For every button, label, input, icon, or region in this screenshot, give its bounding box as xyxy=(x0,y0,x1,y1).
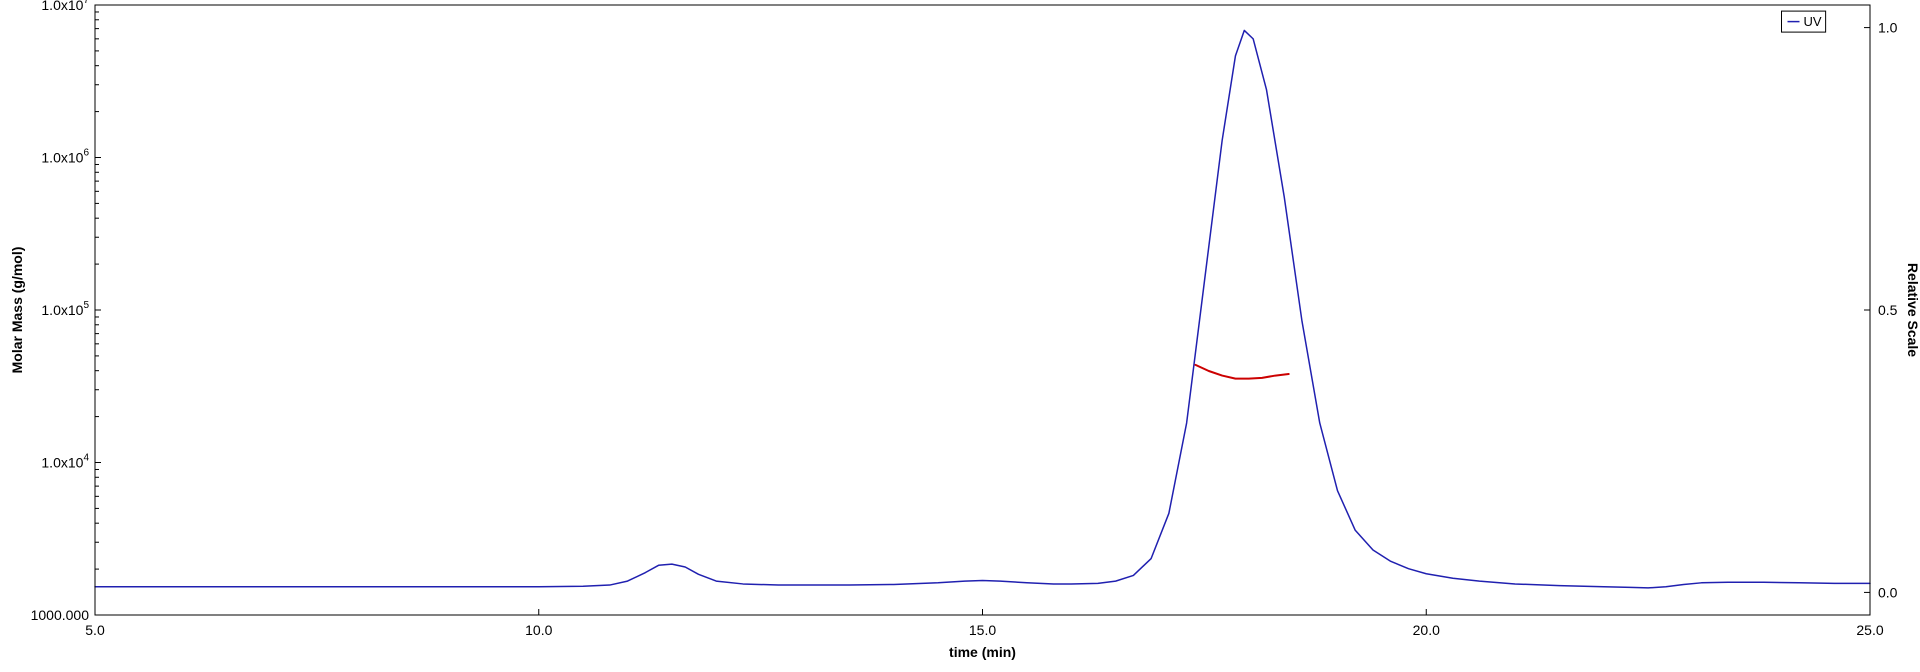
svg-text:1.0x107: 1.0x107 xyxy=(41,0,89,13)
svg-text:1.0x105: 1.0x105 xyxy=(41,300,89,318)
y-left-tick-label: 1.0x107 xyxy=(41,0,89,13)
x-tick-label: 25.0 xyxy=(1856,622,1883,638)
x-axis-label: time (min) xyxy=(949,644,1016,660)
legend: UV xyxy=(1782,11,1826,32)
y-left-tick-label: 1000.000 xyxy=(31,607,90,623)
y-right-tick-label: 0.0 xyxy=(1878,584,1898,600)
svg-text:1000.000: 1000.000 xyxy=(31,607,90,623)
x-tick-label: 20.0 xyxy=(1413,622,1440,638)
y-left-tick-label: 1.0x104 xyxy=(41,453,89,471)
y-left-axis-label: Molar Mass (g/mol) xyxy=(9,247,25,374)
svg-text:1.0x104: 1.0x104 xyxy=(41,453,89,471)
x-tick-label: 15.0 xyxy=(969,622,996,638)
x-tick-label: 10.0 xyxy=(525,622,552,638)
x-tick-label: 5.0 xyxy=(85,622,105,638)
y-right-tick-label: 1.0 xyxy=(1878,20,1898,36)
chromatogram-chart: 1000.000 1.0x104 1.0x105 1.0x106 1.0x107 0.0 0… xyxy=(0,0,1920,672)
y-left-tick-label: 1.0x105 xyxy=(41,300,89,318)
y-left-tick-label: 1.0x106 xyxy=(41,148,89,166)
svg-text:1.0x106: 1.0x106 xyxy=(41,148,89,166)
y-right-tick-label: 0.5 xyxy=(1878,302,1898,318)
legend-item-label: UV xyxy=(1804,14,1822,29)
y-right-axis-label: Relative Scale xyxy=(1905,263,1920,357)
